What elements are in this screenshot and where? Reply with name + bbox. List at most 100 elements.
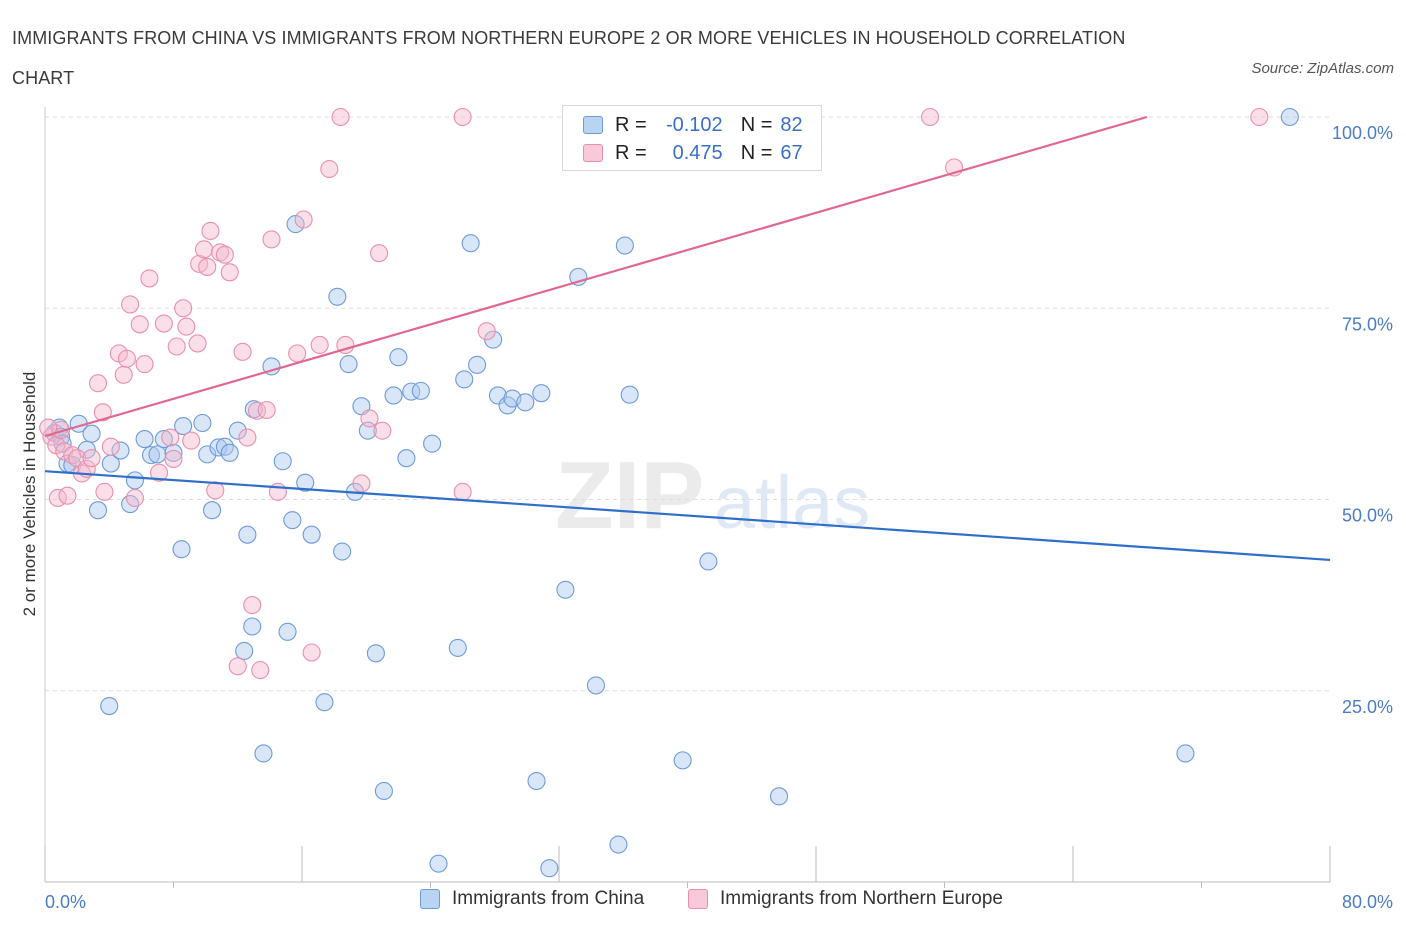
point-china: [402, 382, 421, 401]
point-china: [283, 511, 302, 530]
point-europe: [233, 342, 252, 361]
point-china: [215, 437, 234, 456]
point-china: [556, 580, 575, 599]
point-china: [770, 787, 789, 806]
point-china: [609, 835, 628, 854]
point-europe: [194, 240, 214, 259]
point-china: [411, 381, 430, 400]
point-europe: [211, 243, 230, 262]
point-europe: [294, 210, 313, 229]
source-label: Source: ZipAtlas.com: [1251, 60, 1394, 77]
point-europe: [125, 488, 144, 508]
point-china: [448, 638, 467, 657]
point-europe: [63, 446, 82, 465]
point-europe: [370, 244, 389, 263]
point-europe: [251, 661, 270, 680]
point-europe: [188, 334, 207, 353]
point-europe: [117, 349, 136, 368]
legend: R = -0.102 N = 82 R = 0.475 N = 67: [562, 105, 822, 171]
point-europe: [164, 449, 183, 469]
y-tick-label: 75.0%: [1342, 314, 1393, 334]
point-china: [333, 542, 352, 561]
point-europe: [198, 257, 217, 276]
series-label-china: Immigrants from China: [452, 888, 645, 909]
point-china: [374, 781, 393, 801]
point-china: [429, 854, 448, 873]
point-europe: [58, 486, 77, 505]
tick-labels: 25.0% 50.0% 75.0% 100.0% 0.0% 80.0% 2 or more …: [20, 123, 1393, 912]
point-europe: [88, 374, 108, 393]
point-china: [315, 693, 334, 712]
point-china: [384, 386, 403, 405]
point-china: [148, 445, 167, 464]
series-legend: Immigrants from China Immigrants from No…: [0, 888, 1406, 916]
point-europe: [167, 337, 186, 356]
point-china: [278, 622, 297, 641]
y-tick-label: 25.0%: [1342, 697, 1393, 717]
point-china: [488, 386, 508, 405]
point-china: [244, 400, 263, 419]
point-europe: [206, 481, 225, 500]
watermark-zip: ZIP: [555, 442, 704, 549]
series-legend-china: Immigrants from China: [420, 888, 644, 910]
point-china: [174, 417, 193, 436]
point-china: [527, 771, 546, 791]
point-europe: [477, 322, 496, 341]
legend-n-label: N =: [740, 113, 773, 136]
point-europe: [288, 344, 307, 363]
point-china: [238, 525, 257, 544]
point-europe: [140, 269, 159, 288]
point-europe: [130, 315, 149, 334]
point-europe: [215, 245, 234, 264]
point-china: [273, 452, 292, 471]
point-europe: [453, 482, 472, 501]
point-china: [228, 421, 247, 440]
series-swatch-europe: [688, 889, 708, 909]
point-europe: [154, 314, 173, 333]
point-europe: [174, 299, 193, 318]
point-china: [135, 430, 154, 449]
points: [39, 107, 1299, 878]
point-europe: [920, 107, 940, 127]
point-europe: [149, 463, 169, 482]
legend-swatch-china: [583, 116, 603, 134]
point-china: [366, 644, 385, 663]
point-china: [198, 445, 217, 464]
point-china: [172, 540, 191, 559]
point-europe: [257, 400, 276, 420]
point-china: [100, 696, 119, 716]
y-tick-label: 50.0%: [1342, 506, 1393, 526]
point-china: [164, 443, 183, 462]
point-europe: [95, 482, 114, 501]
point-europe: [201, 221, 220, 241]
point-china: [121, 495, 140, 514]
trend-line-europe: [44, 115, 1148, 438]
point-europe: [373, 421, 392, 440]
watermark-atlas: atlas: [714, 461, 870, 544]
series-swatch-china: [420, 889, 440, 909]
trend-line-china: [44, 470, 1331, 562]
point-china: [1176, 744, 1195, 763]
legend-swatch-europe: [583, 144, 603, 162]
legend-r-label: R =: [615, 141, 647, 164]
point-china: [203, 501, 222, 520]
legend-r-value: -0.102: [665, 113, 723, 136]
point-europe: [121, 295, 140, 314]
point-europe: [182, 431, 201, 450]
point-europe: [1250, 107, 1269, 127]
x-tick-label: 0.0%: [45, 892, 86, 912]
point-china: [423, 434, 442, 453]
point-china: [220, 443, 239, 462]
point-europe: [101, 437, 120, 456]
grid: [45, 116, 1330, 692]
point-china: [254, 744, 273, 763]
point-europe: [220, 263, 239, 282]
point-china: [615, 236, 634, 255]
point-china: [339, 355, 358, 374]
legend-r-value: 0.475: [672, 141, 723, 164]
point-europe: [262, 230, 281, 249]
point-europe: [238, 428, 257, 447]
point-europe: [228, 657, 247, 676]
point-europe: [302, 643, 321, 662]
y-axis-label: 2 or more Vehicles in Household: [20, 372, 39, 617]
